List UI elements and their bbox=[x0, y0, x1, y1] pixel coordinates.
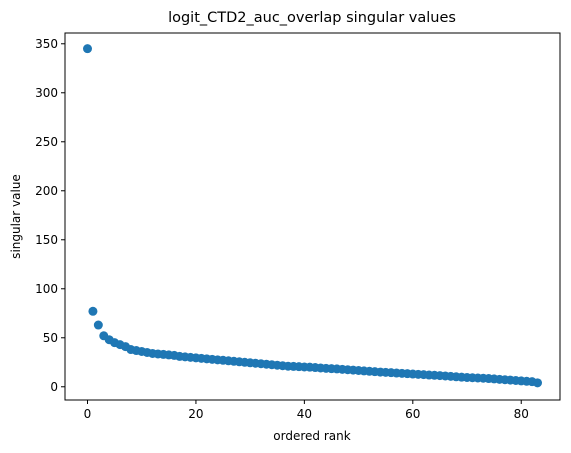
x-tick-label: 60 bbox=[405, 407, 420, 421]
x-axis-label: ordered rank bbox=[273, 429, 350, 443]
y-tick-label: 300 bbox=[35, 86, 58, 100]
y-tick-label: 250 bbox=[35, 135, 58, 149]
x-tick-label: 80 bbox=[514, 407, 529, 421]
y-tick-label: 100 bbox=[35, 282, 58, 296]
x-tick-label: 0 bbox=[84, 407, 92, 421]
data-point bbox=[83, 44, 92, 54]
data-point bbox=[93, 320, 103, 330]
data-point bbox=[88, 306, 98, 316]
x-tick-label: 20 bbox=[188, 407, 203, 421]
x-axis-ticks: 0 20 40 60 80 bbox=[84, 400, 529, 421]
axes-frame bbox=[64, 32, 561, 401]
y-tick-label: 0 bbox=[50, 380, 58, 394]
data-point bbox=[533, 378, 542, 388]
y-axis-label: singular value bbox=[9, 174, 23, 259]
y-tick-label: 350 bbox=[35, 37, 58, 51]
data-points bbox=[83, 44, 542, 388]
y-tick-label: 50 bbox=[43, 331, 58, 345]
plot-area: 0 20 40 60 80 0 50 100 150 200 250 300 350 bbox=[35, 32, 561, 421]
y-tick-label: 150 bbox=[35, 233, 58, 247]
y-tick-label: 200 bbox=[35, 184, 58, 198]
chart-title: logit_CTD2_auc_overlap singular values bbox=[168, 10, 456, 26]
y-axis-ticks: 0 50 100 150 200 250 300 350 bbox=[35, 37, 65, 394]
x-tick-label: 40 bbox=[297, 407, 312, 421]
